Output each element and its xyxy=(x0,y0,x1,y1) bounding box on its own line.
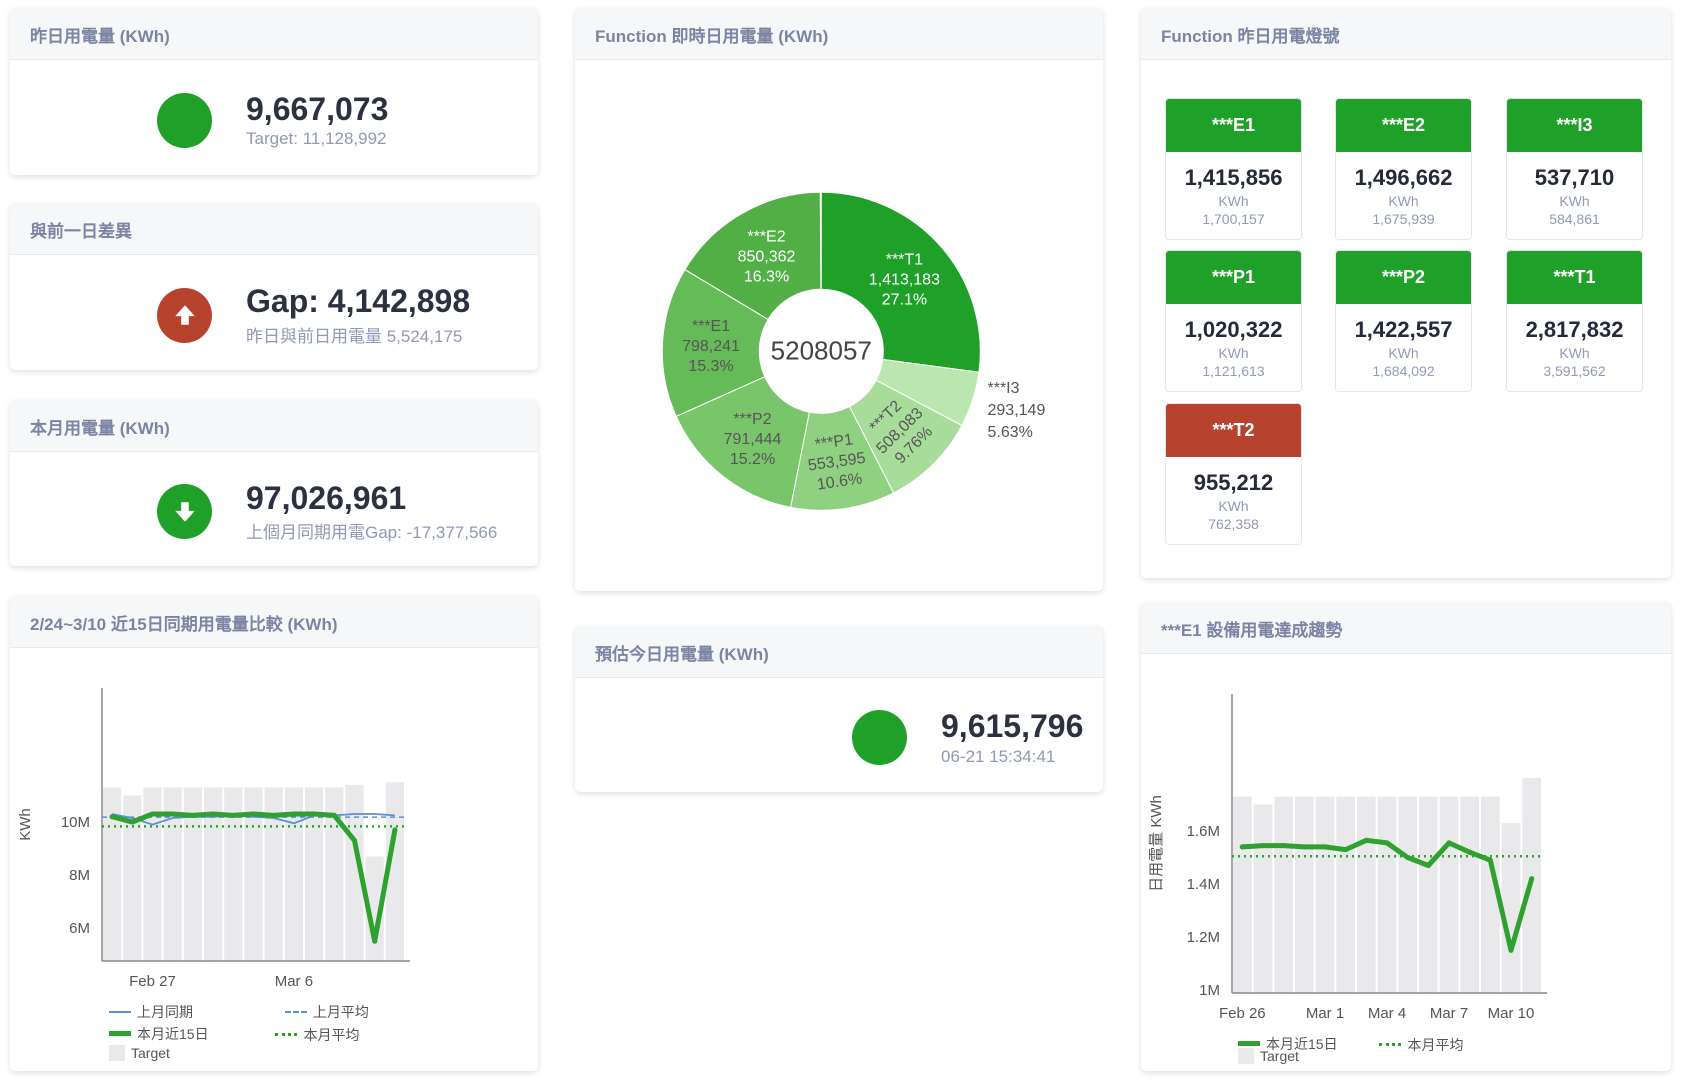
svg-text:5208057: 5208057 xyxy=(771,335,872,365)
svg-text:27.1%: 27.1% xyxy=(882,292,927,309)
svg-text:KWh: KWh xyxy=(17,808,34,841)
svg-text:1M: 1M xyxy=(1199,982,1220,999)
svg-text:Mar 10: Mar 10 xyxy=(1488,1005,1535,1022)
svg-text:Feb 26: Feb 26 xyxy=(1219,1005,1266,1022)
svg-text:10M: 10M xyxy=(61,814,90,831)
svg-text:798,241: 798,241 xyxy=(682,338,740,355)
svg-text:791,444: 791,444 xyxy=(724,431,782,448)
svg-text:15.2%: 15.2% xyxy=(730,451,775,468)
svg-text:Feb 27: Feb 27 xyxy=(129,973,176,990)
svg-text:Mar 4: Mar 4 xyxy=(1368,1005,1406,1022)
svg-text:***I3: ***I3 xyxy=(988,380,1020,397)
svg-text:***E1: ***E1 xyxy=(692,318,730,335)
svg-text:6M: 6M xyxy=(69,920,90,937)
svg-text:***T1: ***T1 xyxy=(886,252,923,269)
svg-text:5.63%: 5.63% xyxy=(988,424,1033,441)
svg-text:1.6M: 1.6M xyxy=(1187,823,1220,840)
svg-text:8M: 8M xyxy=(69,867,90,884)
svg-text:***P2: ***P2 xyxy=(733,411,771,428)
svg-text:Mar 7: Mar 7 xyxy=(1430,1005,1468,1022)
svg-text:***E2: ***E2 xyxy=(747,228,785,245)
svg-text:Mar 1: Mar 1 xyxy=(1306,1005,1344,1022)
svg-text:日用電量 KWh: 日用電量 KWh xyxy=(1148,795,1165,892)
svg-text:16.3%: 16.3% xyxy=(744,268,789,285)
svg-text:1.4M: 1.4M xyxy=(1187,876,1220,893)
svg-text:1,413,183: 1,413,183 xyxy=(869,272,940,289)
svg-text:850,362: 850,362 xyxy=(738,248,796,265)
svg-text:15.3%: 15.3% xyxy=(688,358,733,375)
svg-text:1.2M: 1.2M xyxy=(1187,929,1220,946)
svg-text:293,149: 293,149 xyxy=(988,402,1046,419)
svg-text:Mar 6: Mar 6 xyxy=(275,973,313,990)
